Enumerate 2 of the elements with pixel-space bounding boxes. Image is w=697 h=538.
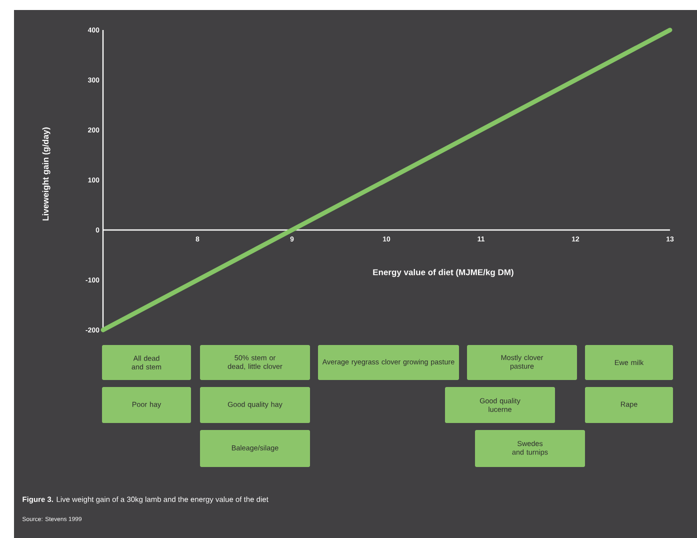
- x-axis-title: Energy value of diet (MJME/kg DM): [373, 269, 514, 277]
- y-axis-title: Liveweight gain (g/day): [42, 127, 50, 220]
